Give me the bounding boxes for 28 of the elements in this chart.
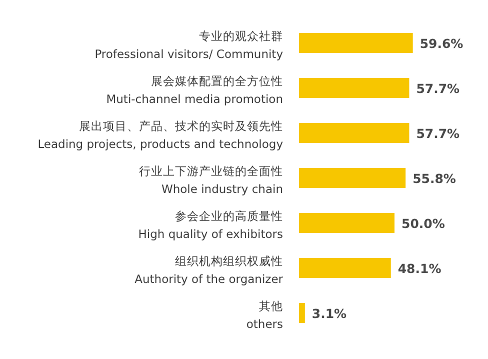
y-tick-label: 组织机构组织权威性 Authority of the organizer (134, 254, 284, 286)
row: 行业上下游产业链的全面性 Whole industry chain 55.8% (139, 164, 456, 196)
data-label: 55.8% (412, 171, 456, 186)
bar (299, 78, 410, 98)
row: 展会媒体配置的全方位性 Muti-channel media promotion 57.7% (106, 74, 460, 106)
bar (299, 168, 406, 188)
bar (299, 123, 410, 143)
row: 组织机构组织权威性 Authority of the organizer 48.1% (134, 254, 442, 286)
data-label: 48.1% (398, 261, 442, 276)
y-tick-label: 参会企业的高质量性 High quality of exhibitors (138, 209, 283, 241)
bar (299, 33, 413, 53)
data-label: 59.6% (420, 36, 464, 51)
y-tick-label: 展出项目、产品、技术的实时及领先性 Leading projects, products and technology (38, 119, 284, 151)
data-label: 50.0% (402, 216, 446, 231)
y-tick-label: 专业的观众社群 Professional visitors/ Community (94, 29, 284, 61)
bar (299, 258, 391, 278)
row: 展出项目、产品、技术的实时及领先性 Leading projects, products and technology 57.7% (38, 119, 460, 151)
row: 参会企业的高质量性 High quality of exhibitors 50.0% (138, 209, 445, 241)
data-label: 57.7% (416, 81, 460, 96)
y-tick-label: 其他 others (246, 299, 283, 331)
row: 其他 others 3.1% (246, 299, 347, 331)
bar (299, 213, 394, 233)
data-label: 3.1% (312, 306, 348, 321)
row: 专业的观众社群 Professional visitors/ Community 59.6% (94, 29, 464, 61)
y-tick-label: 行业上下游产业链的全面性 Whole industry chain (139, 164, 283, 196)
data-label: 57.7% (416, 126, 460, 141)
y-tick-label: 展会媒体配置的全方位性 Muti-channel media promotion (106, 74, 283, 106)
bar (299, 303, 305, 323)
